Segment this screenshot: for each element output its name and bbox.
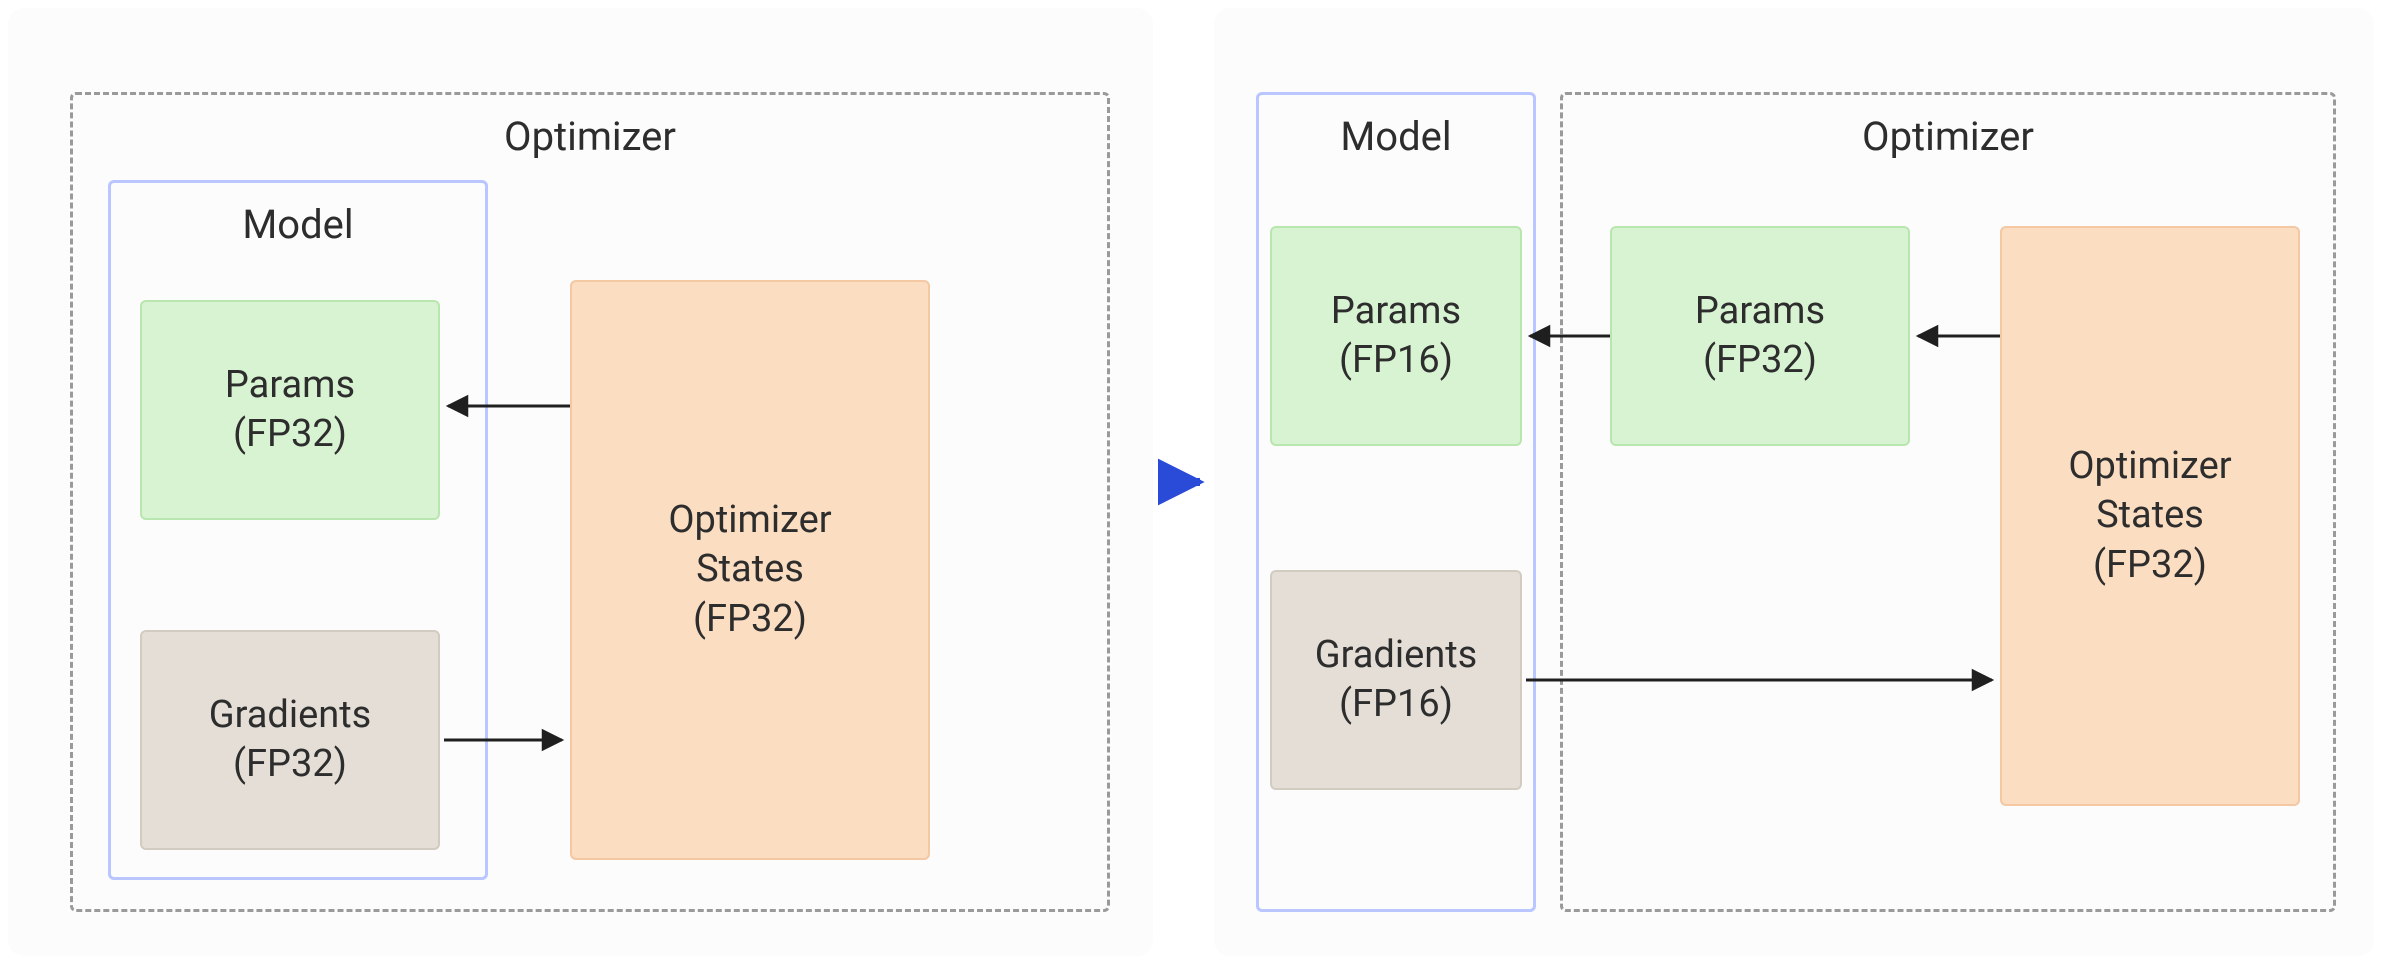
right-gradients-fp16-node: Gradients (FP16) [1270, 570, 1522, 790]
right-optimizer-label: Optimizer [1560, 112, 2336, 162]
right-params-fp32-node: Params (FP32) [1610, 226, 1910, 446]
left-model-label: Model [108, 200, 488, 250]
left-params-node: Params (FP32) [140, 300, 440, 520]
left-gradients-node: Gradients (FP32) [140, 630, 440, 850]
left-optimizer-label: Optimizer [70, 112, 1110, 162]
right-params-fp16-node: Params (FP16) [1270, 226, 1522, 446]
right-model-label: Model [1256, 112, 1536, 162]
diagram-canvas: Optimizer Model Params (FP32) Gradients … [0, 0, 2382, 964]
left-optstates-node: Optimizer States (FP32) [570, 280, 930, 860]
right-optstates-node: Optimizer States (FP32) [2000, 226, 2300, 806]
